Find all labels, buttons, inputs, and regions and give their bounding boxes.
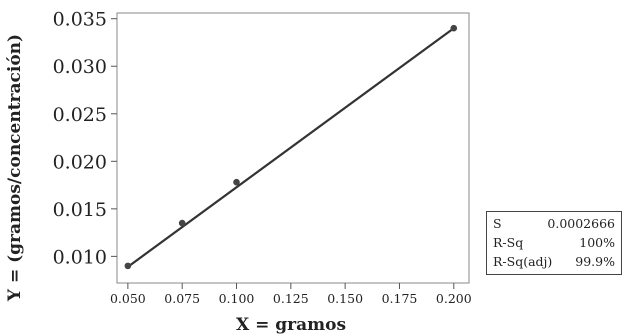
stat-row-rsq-adj: R-Sq(adj) 99.9% [493,252,615,271]
y-tick-label: 0.010 [53,246,107,268]
y-tick-label: 0.020 [53,151,107,173]
y-tick-label: 0.030 [53,56,107,78]
x-tick-label: 0.125 [273,291,309,306]
x-tick-label: 0.075 [164,291,200,306]
stat-label: R-Sq(adj) [493,254,553,269]
y-tick-label: 0.025 [53,104,107,126]
stat-value: 99.9% [575,254,615,269]
stat-value: 0.0002666 [547,216,615,231]
x-tick-label: 0.200 [436,291,472,306]
data-point [124,262,132,270]
data-point [178,219,186,227]
fit-line [127,27,455,268]
x-tick-label: 0.050 [110,291,146,306]
x-axis-title: X = gramos [236,315,346,334]
y-tick-label: 0.015 [53,199,107,221]
data-point [450,24,458,32]
y-axis-title: Y = (gramos/concentración) [5,34,25,302]
y-tick-label: 0.035 [53,9,107,31]
data-point [233,178,240,186]
regression-stats-box: S 0.0002666 R-Sq 100% R-Sq(adj) 99.9% [486,211,622,275]
stat-label: S [493,216,502,231]
plot-frame [116,12,470,284]
stat-value: 100% [579,235,615,250]
stat-row-s: S 0.0002666 [493,214,615,233]
x-tick-label: 0.150 [327,291,363,306]
x-tick-label: 0.100 [219,291,255,306]
stat-label: R-Sq [493,235,524,250]
x-tick-label: 0.175 [382,291,418,306]
stat-row-rsq: R-Sq 100% [493,233,615,252]
